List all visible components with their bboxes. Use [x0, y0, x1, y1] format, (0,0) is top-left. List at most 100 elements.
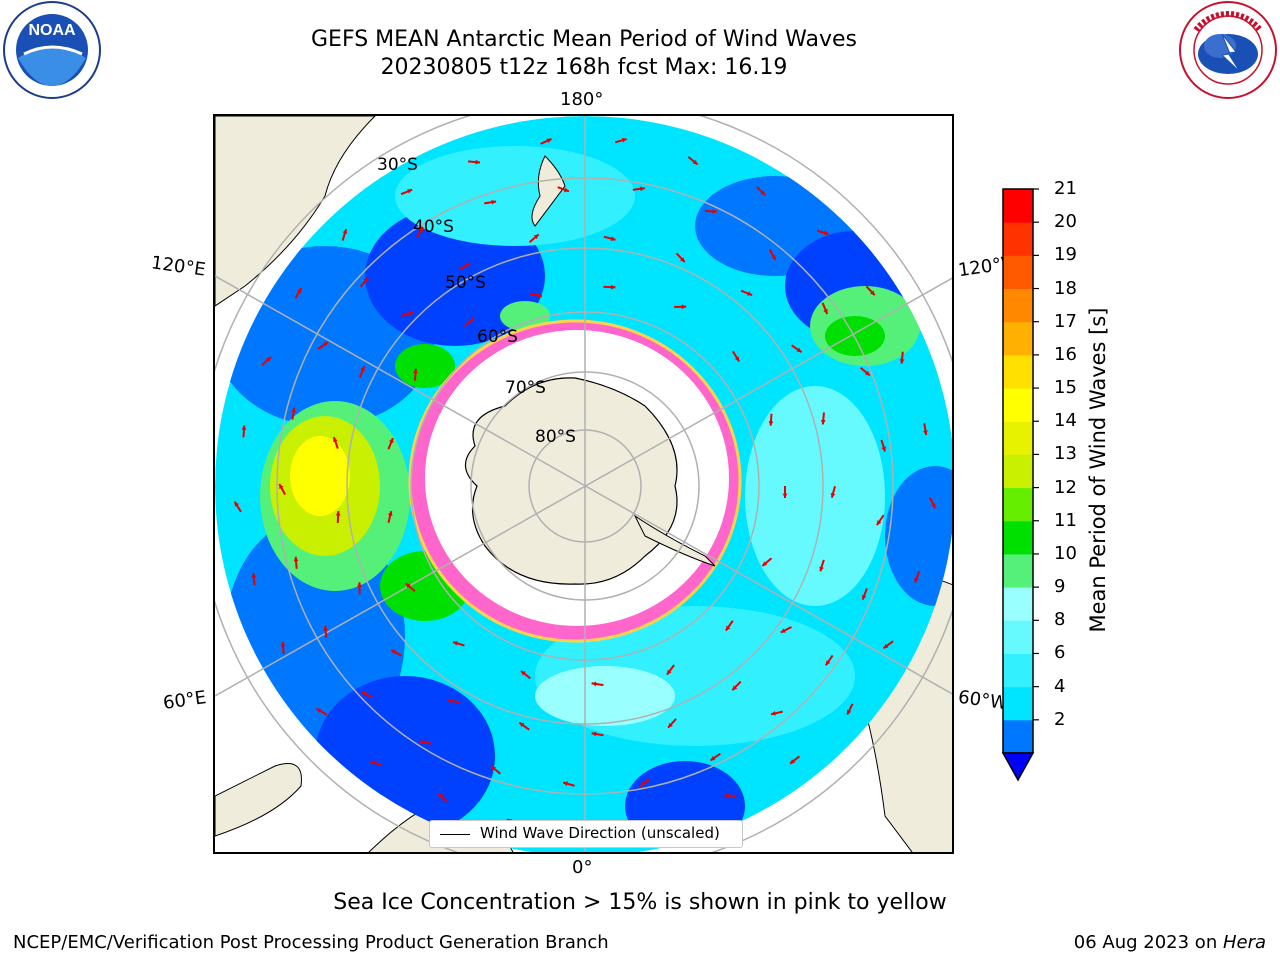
wind-wave-arrowhead [692, 159, 698, 165]
colorbar-bin [1003, 587, 1033, 621]
wind-wave-arrowhead [819, 566, 824, 572]
colorbar-bin [1003, 454, 1033, 489]
nws-logo [1179, 1, 1277, 99]
colorbar-tick-label: 16 [1054, 343, 1077, 365]
wind-wave-arrowhead [438, 793, 444, 799]
colorbar-bin [1003, 686, 1033, 721]
legend-line-swatch [440, 834, 470, 835]
colorbar-bin [1003, 189, 1033, 223]
wind-wave-arrowhead [316, 708, 322, 713]
wind-wave-arrowhead [681, 304, 687, 310]
map-panel: 30°S 40°S 50°S 60°S 70°S 80°S Wind Wave … [213, 114, 954, 854]
wind-wave-arrowhead [680, 257, 685, 263]
wind-wave-arrowhead [861, 594, 867, 600]
wind-wave-arrowhead [266, 357, 271, 362]
wind-wave-arrowhead [234, 501, 239, 507]
lon-label-60e: 60°E [161, 687, 208, 714]
wind-wave-arrowhead [780, 628, 786, 633]
colorbar-tick-label: 21 [1054, 178, 1077, 199]
colorbar-tick-label: 18 [1054, 277, 1077, 299]
wind-wave-arrowhead [825, 660, 831, 666]
lon-label-0: 0° [572, 857, 593, 878]
wind-wave-arrowhead [823, 230, 829, 236]
wind-wave-arrowhead [876, 520, 882, 526]
chart-title: GEFS MEAN Antarctic Mean Period of Wind … [311, 27, 857, 52]
wind-wave-arrowhead [468, 318, 474, 324]
wind-wave-arrowhead [291, 407, 296, 413]
colorbar-bin [1003, 487, 1033, 522]
sea-ice-note: Sea Ice Concentration > 15% is shown in … [333, 890, 947, 915]
colorbar-tick-label: 9 [1054, 576, 1066, 598]
wind-wave-arrowhead [931, 503, 936, 509]
wind-wave-arrowhead [881, 446, 886, 452]
wind-wave-arrowhead [563, 781, 569, 787]
lon-label-120e: 120°E [149, 252, 207, 281]
wind-wave-arrowhead [333, 437, 338, 443]
wind-wave-arrowhead [747, 291, 753, 296]
antarctica-land [464, 377, 678, 585]
footer-machine: Hera [1222, 932, 1266, 953]
wind-wave-arrowhead [899, 359, 905, 364]
wind-wave-arrowhead [823, 308, 828, 314]
wind-wave-arrowhead [883, 643, 889, 649]
wind-wave-arrowhead [370, 760, 376, 766]
wind-wave-arrowhead [537, 292, 542, 298]
colorbar-bin [1003, 421, 1033, 455]
wind-wave-arrowhead [452, 641, 458, 646]
wind-wave-arrowhead [389, 438, 394, 444]
wind-wave-arrowhead [725, 625, 731, 631]
wind-wave-arrowhead [621, 137, 627, 143]
wind-wave-arrowhead [710, 756, 716, 761]
footer-date-text: 06 Aug 2023 on [1073, 932, 1223, 953]
colorbar-tick-label: 19 [1054, 244, 1077, 266]
wind-wave-arrowhead [297, 287, 302, 293]
wind-wave-arrowhead [770, 710, 776, 716]
wind-wave-arrowhead [279, 484, 284, 490]
wind-wave-arrowhead [790, 759, 795, 764]
wind-wave-arrowhead [768, 421, 774, 426]
lat-label-30s: 30°S [377, 155, 418, 175]
wind-wave-arrowhead [363, 277, 369, 283]
colorbar-tick-label: 6 [1054, 642, 1066, 664]
colorbar-tick-label: 11 [1054, 509, 1077, 531]
colorbar-tick-label: 12 [1054, 476, 1077, 498]
wind-wave-arrowhead [391, 649, 397, 655]
wind-wave-arrows [233, 137, 937, 838]
colorbar-tick-label: 17 [1054, 310, 1077, 332]
wind-wave-arrowhead [280, 641, 286, 647]
wind-wave-arrowhead [491, 766, 497, 771]
colorbar-bin [1003, 620, 1033, 654]
wind-wave-arrowhead [405, 583, 411, 589]
wind-wave-arrowhead [413, 368, 418, 374]
wind-wave-arrowhead [407, 189, 413, 194]
wind-wave-arrowhead [293, 556, 299, 562]
colorbar-tick-label: 4 [1054, 675, 1066, 697]
colorbar-bin [1003, 388, 1033, 422]
map-legend: Wind Wave Direction (unscaled) [429, 820, 743, 848]
colorbar-tick-label: 15 [1054, 377, 1077, 399]
wind-wave-arrowhead [335, 511, 341, 516]
wind-wave-arrowhead [448, 698, 453, 704]
colorbar-tick-label: 20 [1054, 211, 1077, 233]
wind-wave-arrowhead [782, 493, 788, 498]
noaa-logo: NOAA [3, 1, 101, 99]
wind-wave-arrowhead [732, 685, 738, 691]
colorbar-bin [1003, 288, 1033, 323]
wind-wave-arrowhead [610, 236, 616, 241]
wind-wave-arrowhead [360, 366, 365, 372]
colorbar-tick-label: 8 [1054, 609, 1066, 631]
wind-wave-arrowhead [251, 573, 257, 578]
colorbar-tick-label: 10 [1054, 542, 1077, 564]
wind-wave-arrowhead [869, 290, 875, 296]
wind-wave-arrowhead [475, 159, 481, 165]
lat-label-80s: 80°S [535, 427, 576, 447]
wind-wave-arrowhead [520, 670, 526, 676]
colorbar-label: Mean Period of Wind Waves [s] [1086, 307, 1110, 633]
noaa-text: NOAA [28, 22, 76, 39]
wind-wave-arrowhead [668, 722, 673, 728]
graticule [215, 116, 952, 852]
wind-wave-arrowhead [830, 492, 836, 498]
wind-wave-arrowhead [591, 681, 597, 687]
wind-wave-arrowhead [323, 625, 328, 631]
new-zealand-land [531, 155, 566, 227]
